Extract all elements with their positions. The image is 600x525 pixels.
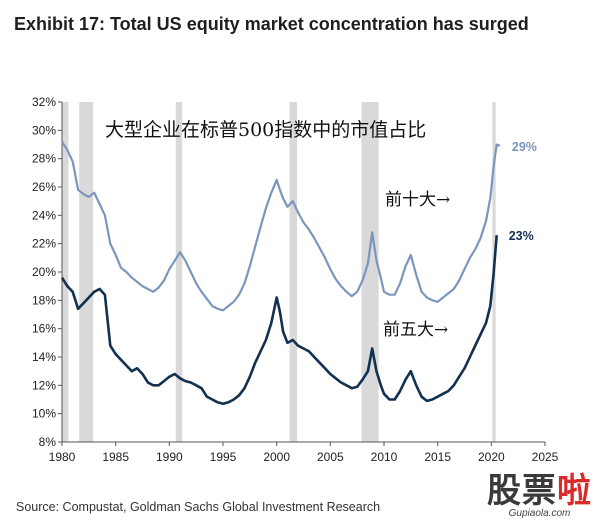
x-tick-label: 2005 bbox=[317, 450, 344, 464]
series-lines bbox=[60, 141, 501, 406]
recession-band-0 bbox=[62, 102, 69, 442]
watermark-text: 股票啦 bbox=[487, 474, 592, 508]
y-tick-label: 28% bbox=[32, 152, 56, 166]
y-tick-label: 26% bbox=[32, 180, 56, 194]
y-tick-label: 10% bbox=[32, 407, 56, 421]
chart-annotation: 大型企业在标普500指数中的市值占比 bbox=[105, 119, 426, 141]
x-tick-label: 1990 bbox=[156, 450, 183, 464]
series-end-label: 29% bbox=[512, 140, 537, 154]
x-tick-label: 1995 bbox=[210, 450, 237, 464]
series-label-top10: 前十大→ bbox=[385, 190, 450, 210]
y-tick-label: 32% bbox=[32, 95, 56, 109]
y-tick-label: 18% bbox=[32, 293, 56, 307]
y-tick-label: 8% bbox=[39, 435, 57, 449]
series-line-1 bbox=[60, 235, 498, 406]
x-tick-label: 1980 bbox=[49, 450, 76, 464]
recession-band-4 bbox=[361, 102, 379, 442]
source-note: Source: Compustat, Goldman Sachs Global … bbox=[16, 500, 381, 514]
recession-band-1 bbox=[79, 102, 94, 442]
axes: 8% 10% 12% 14% 16% 18% 20% 22% 24% 26% 28% 30% 32% 19… bbox=[32, 95, 559, 464]
x-tick-label: 2010 bbox=[371, 450, 398, 464]
watermark-logo: 股票啦 Gupiaola.com bbox=[487, 474, 592, 519]
x-tick-label: 1985 bbox=[102, 450, 129, 464]
chart-labels: 29% 23% 前十大→ 前五大→ 大型企业在标普500指数中的市值占比 bbox=[105, 119, 537, 340]
series-label-top5: 前五大→ bbox=[383, 320, 448, 340]
x-tick-label: 2000 bbox=[263, 450, 290, 464]
chart-title: Exhibit 17: Total US equity market conce… bbox=[14, 14, 529, 34]
watermark-url: Gupiaola.com bbox=[508, 508, 571, 519]
series-end-label: 23% bbox=[509, 229, 534, 243]
y-tick-label: 22% bbox=[32, 237, 56, 251]
y-tick-label: 12% bbox=[32, 378, 56, 392]
recession-band-2 bbox=[175, 102, 183, 442]
watermark-text-a: 股票 bbox=[487, 471, 557, 511]
y-tick-label: 24% bbox=[32, 208, 56, 222]
x-tick-label: 2025 bbox=[532, 450, 559, 464]
y-tick-label: 16% bbox=[32, 322, 56, 336]
watermark-text-b: 啦 bbox=[557, 471, 592, 511]
series-line-0 bbox=[61, 141, 501, 312]
y-tick-label: 14% bbox=[32, 350, 56, 364]
x-tick-label: 2020 bbox=[478, 450, 505, 464]
y-tick-label: 30% bbox=[32, 123, 56, 137]
x-tick-label: 2015 bbox=[424, 450, 451, 464]
recession-band-3 bbox=[289, 102, 298, 442]
y-tick-label: 20% bbox=[32, 265, 56, 279]
